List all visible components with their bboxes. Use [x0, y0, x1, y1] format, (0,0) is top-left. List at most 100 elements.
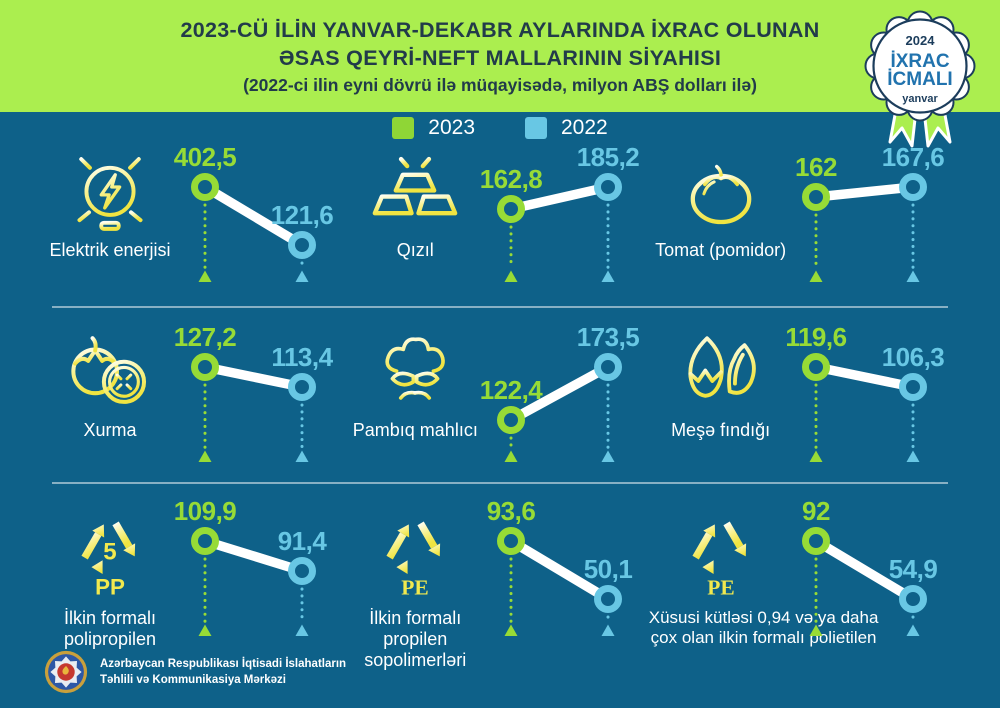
marker-2023: [191, 173, 220, 201]
export-item-cell: Elektrik enerjisi 402,5 121,6: [42, 142, 347, 314]
value-2022-label: 167,6: [882, 142, 945, 172]
recycle-material-label: PE: [402, 576, 429, 600]
marker-2022: [898, 173, 927, 201]
aze-emblem-icon: [44, 650, 88, 694]
rosette-disc: [872, 18, 968, 114]
marker-2023: [801, 353, 830, 381]
hazelnut-icon: [688, 336, 756, 398]
persimmon-icon: [71, 336, 147, 404]
title-line-2: ƏSAS QEYRİ-NEFT MALLARININ SİYAHISI: [278, 46, 722, 70]
export-item-cell: PE İlkin formalı propilen sopolimerləri …: [347, 496, 652, 670]
value-2023-label: 162,8: [479, 164, 542, 194]
item-label: Meşə fındığı: [671, 420, 771, 440]
legend-swatch-2022: [525, 117, 547, 139]
badge-title-line2: İCMALI: [887, 69, 952, 90]
slope-chart: 162 167,6: [795, 142, 945, 282]
recycle-pe-icon: PE: [692, 521, 746, 600]
badge-title-line1: İXRAC: [890, 51, 949, 72]
value-2022-label: 54,9: [889, 554, 938, 584]
title-line-1: 2023-CÜ İLİN YANVAR-DEKABR AYLARINDA İXR…: [180, 18, 820, 42]
value-2023-label: 119,6: [785, 322, 846, 352]
slope-chart: 93,6 50,1: [486, 496, 632, 636]
legend: 2023 2022: [0, 116, 1000, 140]
value-2023-label: 402,5: [174, 142, 237, 172]
marker-2022: [593, 173, 622, 201]
export-item-cell: PE Xüsusi kütləsi 0,94 və ya daha çox ol…: [649, 496, 958, 668]
footer-org-line2: Təhlili və Kommunikasiya Mərkəzi: [100, 674, 286, 686]
slope-chart: 119,6 106,3: [785, 322, 945, 462]
marker-2022: [898, 585, 927, 613]
recycle-pe-icon: PE: [386, 521, 441, 600]
item-label: Qızıl: [396, 240, 434, 260]
marker-2023: [191, 527, 220, 555]
marker-2023: [496, 195, 525, 223]
legend-label-2022: 2022: [561, 116, 608, 139]
items-row: Elektrik enerjisi 402,5 121,6 Qızıl 162,…: [42, 142, 958, 314]
footer: Azərbaycan Respublikası İqtisadi İslahat…: [44, 650, 346, 694]
marker-2022: [593, 585, 622, 613]
recycle-material-label: PP: [95, 575, 125, 600]
light-bulb-icon: [66, 148, 154, 231]
row-divider: [52, 482, 948, 484]
slope-chart: 162,8 185,2: [479, 142, 639, 282]
badge-month: yanvar: [902, 93, 938, 105]
badge-rosette: 2024 İXRAC İCMALI yanvar: [864, 10, 976, 148]
export-item-cell: Qızıl 162,8 185,2: [347, 142, 652, 314]
value-2023-label: 93,6: [486, 496, 535, 526]
item-label: Tomat (pomidor): [655, 240, 787, 260]
marker-2022: [288, 231, 317, 259]
item-icon-wrap: PE: [661, 500, 781, 600]
marker-2023: [496, 527, 525, 555]
export-item-cell: Xurma 127,2 113,4: [42, 322, 347, 494]
value-2023-label: 109,9: [174, 496, 237, 526]
item-icon-wrap: [661, 146, 781, 242]
item-label: Xurma: [83, 420, 137, 440]
item-label: İlkin formalı propilen sopolimerləri: [364, 608, 467, 671]
gold-bars-icon: [372, 151, 458, 216]
items-row: Xurma 127,2 113,4 Pambıq mahlıcı 122,4 1…: [42, 322, 958, 494]
marker-2023: [191, 353, 220, 381]
export-item-cell: Tomat (pomidor) 162 167,6: [653, 142, 958, 314]
marker-2022: [593, 353, 622, 381]
slope-chart: 402,5 121,6: [174, 142, 334, 282]
legend-swatch-2023: [392, 117, 415, 139]
item-icon-wrap: PE: [355, 500, 475, 600]
marker-2023: [801, 527, 830, 555]
value-2022-label: 106,3: [882, 342, 945, 372]
row-divider: [52, 306, 948, 308]
items-row: 5 PP İlkin formalı polipropilen 109,9 91,…: [42, 496, 958, 670]
legend-label-2023: 2023: [428, 116, 475, 139]
value-2023-label: 92: [802, 496, 830, 526]
item-label: Elektrik enerjisi: [49, 240, 171, 260]
slope-chart: 127,2 113,4: [174, 322, 334, 462]
footer-org: Azərbaycan Respublikası İqtisadi İslahat…: [100, 656, 346, 688]
export-item-cell: 5 PP İlkin formalı polipropilen 109,9 91,…: [42, 496, 347, 668]
item-icon-wrap: 5 PP: [50, 500, 170, 600]
value-2022-label: 185,2: [576, 142, 639, 172]
item-label: İlkin formalı polipropilen: [63, 608, 157, 650]
subtitle: (2022-ci ilin eyni dövrü ilə müqayisədə,…: [243, 75, 757, 95]
recycle-number: 5: [103, 538, 116, 565]
item-icon-wrap: [50, 146, 170, 242]
item-icon-wrap: [355, 146, 475, 242]
marker-2023: [801, 183, 830, 211]
header: 2023-CÜ İLİN YANVAR-DEKABR AYLARINDA İXR…: [0, 0, 1000, 112]
value-2023-label: 127,2: [174, 322, 237, 352]
badge-year: 2024: [906, 33, 936, 48]
item-icon-wrap: [355, 326, 475, 422]
marker-2022: [898, 373, 927, 401]
footer-org-line1: Azərbaycan Respublikası İqtisadi İslahat…: [100, 657, 347, 670]
slope-chart: 109,9 91,4: [174, 496, 328, 636]
cotton-icon: [385, 337, 446, 402]
slope-chart: 92 54,9: [801, 496, 938, 636]
recycle-pp-icon: 5 PP: [81, 521, 136, 600]
marker-2022: [288, 373, 317, 401]
marker-2022: [288, 557, 317, 585]
slope-chart: 122,4 173,5: [479, 322, 639, 462]
item-icon-wrap: [661, 326, 781, 422]
value-2022-label: 50,1: [583, 554, 632, 584]
value-2022-label: 91,4: [278, 526, 328, 556]
export-item-cell: Pambıq mahlıcı 122,4 173,5: [347, 322, 652, 494]
value-2022-label: 121,6: [271, 200, 334, 230]
tomato-icon: [690, 164, 751, 225]
